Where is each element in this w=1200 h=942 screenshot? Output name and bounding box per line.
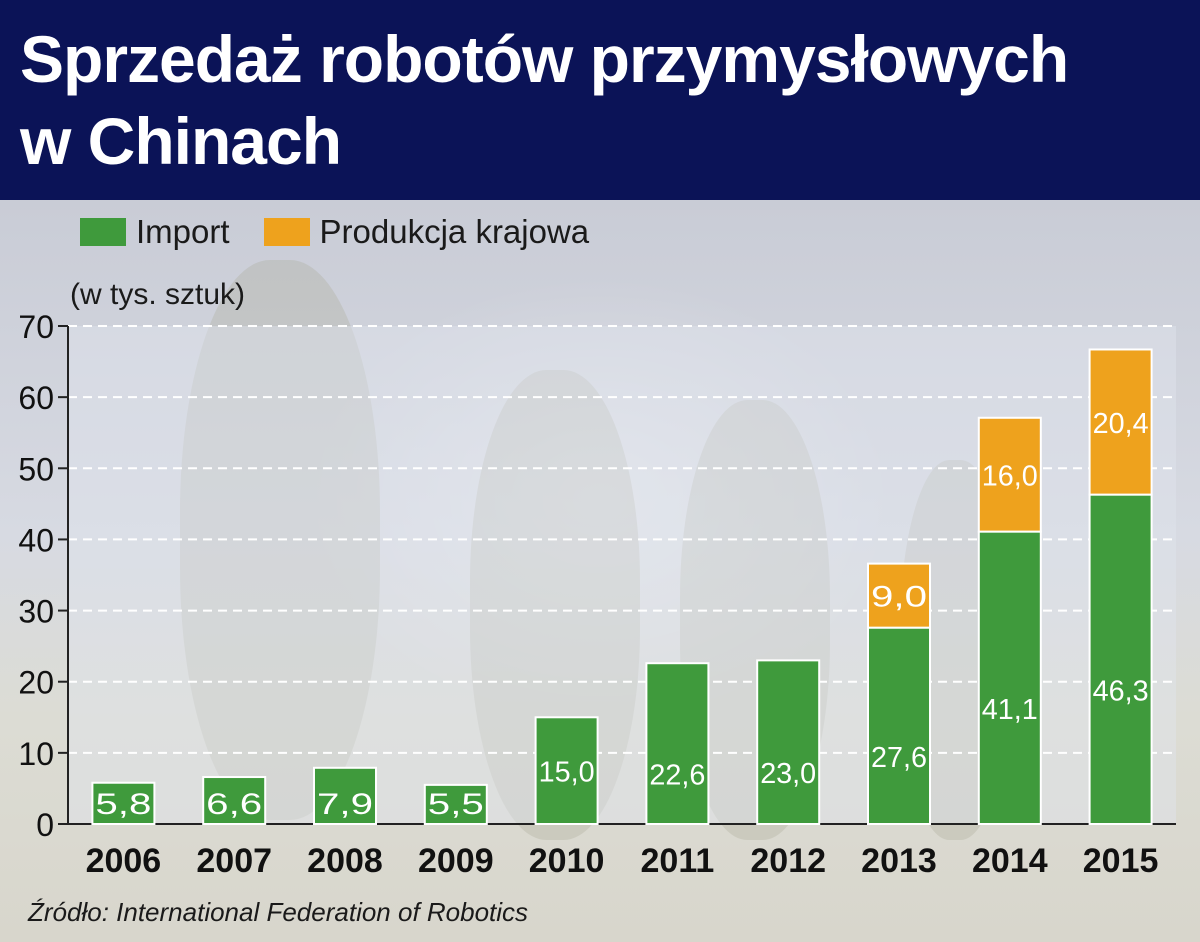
x-tick-label: 2010: [529, 842, 605, 880]
bar-import: [977, 530, 1042, 825]
x-tick-label: 2007: [196, 842, 272, 880]
legend-swatch-import: [80, 218, 126, 246]
x-tick-label: 2015: [1083, 842, 1159, 880]
y-tick-label: 30: [18, 594, 54, 630]
legend-label-domestic: Produkcja krajowa: [319, 213, 590, 250]
title-line-1: Sprzedaż robotów przymysłowych: [20, 22, 1069, 96]
bar-import: [1088, 493, 1153, 825]
bar-import: [645, 662, 710, 826]
x-tick-label: 2008: [307, 842, 383, 880]
x-tick-label: 2009: [418, 842, 494, 880]
data-label-import: 27,6: [871, 742, 927, 774]
y-tick-label: 60: [18, 380, 54, 416]
data-label-domestic: 9,0: [871, 581, 927, 614]
data-label-import: 6,6: [206, 788, 262, 821]
data-label-domestic: 20,4: [1093, 408, 1149, 440]
x-tick-label: 2012: [750, 842, 826, 880]
bar-domestic: [1088, 348, 1153, 496]
title-line-2: w Chinach: [20, 104, 342, 178]
y-tick-label: 50: [18, 451, 54, 487]
bar-import: [867, 626, 931, 825]
data-label-import: 5,8: [95, 788, 151, 821]
data-label-import: 46,3: [1093, 675, 1149, 707]
chart-title: Sprzedaż robotów przymysłowych w Chinach: [20, 18, 1180, 182]
legend-label-import: Import: [136, 213, 230, 250]
bar-import: [91, 781, 156, 825]
data-label-import: 22,6: [649, 760, 705, 792]
data-label-import: 7,9: [317, 788, 373, 821]
bar-domestic: [977, 416, 1042, 533]
bar-domestic: [867, 562, 931, 629]
y-tick-label: 10: [18, 736, 54, 772]
bar-import: [202, 776, 267, 825]
y-tick-label: 40: [18, 522, 54, 558]
header-banner: Sprzedaż robotów przymysłowych w Chinach: [0, 0, 1200, 200]
x-tick-label: 2014: [972, 842, 1048, 880]
x-tick-label: 2011: [641, 842, 715, 880]
y-tick-label: 70: [18, 309, 54, 345]
data-label-import: 5,5: [428, 788, 484, 821]
bar-import: [423, 783, 488, 825]
source-note: Źródło: International Federation of Robo…: [28, 897, 529, 927]
legend: Import Produkcja krajowa: [80, 210, 623, 254]
bar-import: [534, 716, 599, 825]
y-tick-label: 20: [18, 665, 54, 701]
unit-label: (w tys. sztuk): [70, 278, 246, 311]
bar-import: [756, 659, 821, 825]
data-label-domestic: 16,0: [982, 461, 1038, 493]
legend-item-domestic: Produkcja krajowa: [263, 213, 590, 251]
data-label-import: 15,0: [539, 757, 595, 789]
bar-import: [313, 766, 377, 825]
data-label-import: 41,1: [982, 694, 1038, 726]
data-label-import: 23,0: [760, 758, 816, 790]
x-tick-label: 2013: [861, 842, 937, 880]
y-tick-label: 0: [36, 807, 54, 843]
legend-swatch-domestic: [263, 218, 310, 246]
legend-item-import: Import: [80, 213, 230, 251]
x-tick-label: 2006: [86, 842, 162, 880]
